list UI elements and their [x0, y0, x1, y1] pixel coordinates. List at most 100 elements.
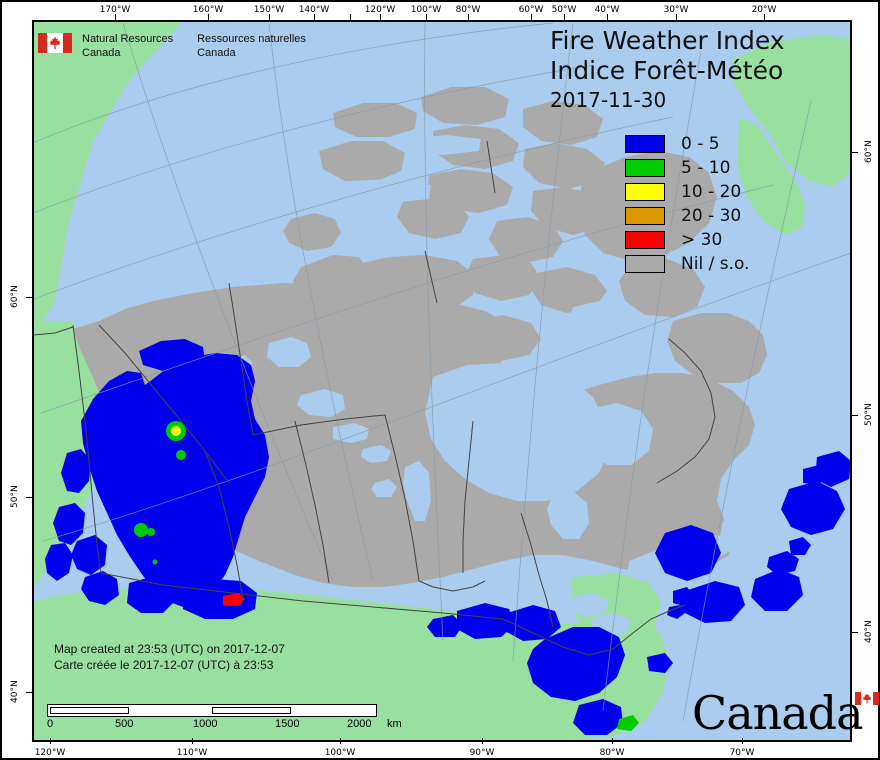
scale-bar-segment-1 — [50, 707, 129, 714]
legend-label-5-10: 5 - 10 — [681, 158, 731, 178]
axis-left-tick-60n — [26, 297, 32, 298]
axis-bottom-label-5: 70°W — [729, 748, 755, 758]
axis-bottom-tick-5 — [742, 738, 743, 744]
map-created-note: Map created at 23:53 (UTC) on 2017-12-07… — [54, 641, 285, 673]
legend-swatch-5-10 — [625, 159, 665, 177]
axis-bottom-tick-4 — [612, 738, 613, 744]
scale-unit-label: km — [387, 718, 402, 730]
axis-top-tick-11 — [676, 14, 677, 20]
legend-swatch-nil — [625, 255, 665, 273]
scale-bar-track — [47, 704, 377, 717]
legend-swatch-0-5 — [625, 135, 665, 153]
axis-top-tick-7 — [468, 14, 469, 20]
axis-top-label-6: 80°W — [455, 5, 481, 15]
canada-wordmark-text: Canada — [692, 686, 864, 740]
agency-name-en: Natural Resources Canada — [82, 32, 173, 60]
axis-top-tick-4 — [350, 14, 351, 20]
axis-bottom-label-0: 120°W — [34, 748, 66, 758]
axis-top-tick-10 — [607, 14, 608, 20]
axis-left-tick-50n — [26, 497, 32, 498]
map-canvas[interactable] — [32, 20, 852, 742]
legend-label-nil: Nil / s.o. — [681, 254, 750, 274]
legend-swatch-gt-30 — [625, 231, 665, 249]
scale-label-1000: 1000 — [193, 718, 218, 730]
axis-left-label-40n: 40°N — [10, 680, 20, 703]
canada-wordmark: Canada — [692, 690, 879, 736]
canada-flag-icon — [38, 33, 72, 53]
legend-item-0-5: 0 - 5 — [625, 132, 749, 156]
legend-swatch-20-30 — [625, 207, 665, 225]
legend-label-10-20: 10 - 20 — [681, 182, 742, 202]
axis-bottom-label-3: 90°W — [469, 748, 495, 758]
legend-item-5-10: 5 - 10 — [625, 156, 749, 180]
axis-top-label-11: 20°W — [751, 5, 777, 15]
legend-item-gt-30: > 30 — [625, 228, 749, 252]
axis-bottom-label-2: 100°W — [324, 748, 356, 758]
axis-bottom-tick-0 — [50, 738, 51, 744]
axis-bottom-label-4: 80°W — [599, 748, 625, 758]
legend-item-10-20: 10 - 20 — [625, 180, 749, 204]
axis-left-label-60n: 60°N — [10, 285, 20, 308]
legend-swatch-10-20 — [625, 183, 665, 201]
fwi-class-10-20-layer — [171, 426, 181, 436]
created-note-fr: Carte créée le 2017-12-07 (UTC) à 23:53 — [54, 658, 274, 672]
scale-label-500: 500 — [115, 718, 134, 730]
axis-top-label-9: 40°W — [594, 5, 620, 15]
axis-top-tick-12 — [764, 14, 765, 20]
title-english: Fire Weather Index — [550, 26, 785, 55]
axis-top-label-5: 100°W — [410, 5, 442, 15]
legend-item-20-30: 20 - 30 — [625, 204, 749, 228]
axis-top-tick-5 — [380, 14, 381, 20]
axis-top-tick-8 — [531, 14, 532, 20]
axis-right-label-40n: 40°N — [864, 620, 874, 643]
axis-right-tick-50n — [852, 415, 858, 416]
axis-top-label-7: 60°W — [518, 5, 544, 15]
axis-bottom-tick-3 — [482, 738, 483, 744]
map-graphics — [33, 21, 851, 741]
axis-bottom-tick-2 — [340, 738, 341, 744]
agency-fr-line2: Canada — [197, 47, 236, 59]
axis-right-tick-60n — [852, 152, 858, 153]
axis-top-tick-6 — [426, 14, 427, 20]
scale-label-0: 0 — [47, 718, 54, 730]
agency-en-line1: Natural Resources — [82, 33, 174, 45]
scale-bar: 0 500 1000 1500 2000 km — [47, 704, 402, 730]
axis-top-tick-3 — [314, 14, 315, 20]
axis-right-label-50n: 50°N — [864, 403, 874, 426]
created-note-en: Map created at 23:53 (UTC) on 2017-12-07 — [54, 642, 285, 656]
legend-label-20-30: 20 - 30 — [681, 206, 742, 226]
axis-top-tick-9 — [564, 14, 565, 20]
axis-top-label-4: 120°W — [364, 5, 396, 15]
legend-label-gt-30: > 30 — [681, 230, 723, 250]
nrcan-signature: Natural Resources Canada Ressources natu… — [38, 32, 306, 60]
canada-flag-icon-wordmark — [854, 692, 879, 705]
scale-label-2000: 2000 — [347, 718, 372, 730]
axis-right-label-60n: 60°N — [864, 140, 874, 163]
map-title-block: Fire Weather Index Indice Forêt-Météo 20… — [550, 26, 785, 114]
title-date: 2017-11-30 — [550, 88, 667, 112]
axis-top-label-0: 170°W — [99, 5, 131, 15]
axis-left-tick-40n — [26, 692, 32, 693]
maple-leaf-icon — [862, 693, 871, 704]
fwi-legend: 0 - 5 5 - 10 10 - 20 20 - 30 > 30 Nil / … — [625, 132, 749, 276]
inland-water-layer — [193, 135, 799, 637]
axis-left-label-50n: 50°N — [10, 485, 20, 508]
axis-top-label-2: 150°W — [253, 5, 285, 15]
maple-leaf-icon — [49, 36, 61, 49]
axis-top-tick-2 — [269, 14, 270, 20]
axis-bottom-tick-1 — [192, 738, 193, 744]
legend-item-nil: Nil / s.o. — [625, 252, 749, 276]
fwi-class-gt30-layer — [223, 593, 245, 606]
agency-name-fr: Ressources naturelles Canada — [197, 32, 306, 60]
scale-label-1500: 1500 — [275, 718, 300, 730]
axis-top-tick-0 — [115, 14, 116, 20]
axis-top-label-10: 30°W — [663, 5, 689, 15]
arctic-islands — [283, 87, 607, 361]
axis-top-label-8: 50°W — [551, 5, 577, 15]
agency-en-line2: Canada — [82, 47, 121, 59]
legend-label-0-5: 0 - 5 — [681, 134, 720, 154]
scale-bar-segment-3 — [212, 707, 291, 714]
scale-bar-labels: 0 500 1000 1500 2000 km — [47, 718, 402, 730]
agency-fr-line1: Ressources naturelles — [197, 33, 306, 45]
